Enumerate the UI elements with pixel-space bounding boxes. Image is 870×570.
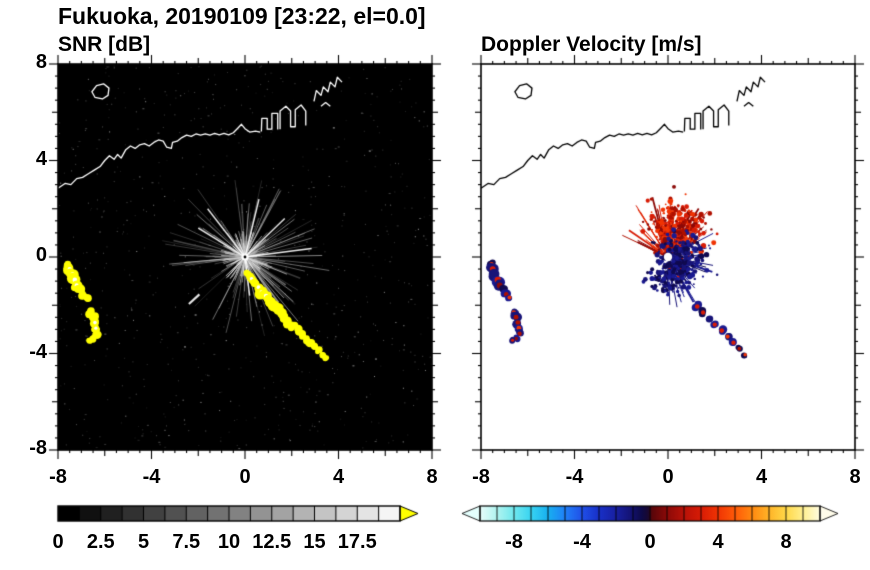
velocity-x-tick-label: -4 xyxy=(565,466,584,488)
snr-colorbar-tick-label: 17.5 xyxy=(337,531,377,553)
snr-colorbar-tick-label: 15 xyxy=(303,531,326,553)
velocity-colorbar-tick-label: -4 xyxy=(573,531,591,553)
snr-colorbar-tick-label: 0 xyxy=(52,531,64,553)
snr-y-tick-label: -8 xyxy=(29,437,47,459)
velocity-colorbar-tick-label: -8 xyxy=(505,531,523,553)
snr-y-tick-label: 8 xyxy=(35,51,47,73)
velocity-x-tick-label: -8 xyxy=(472,466,490,488)
snr-panel-title: SNR [dB] xyxy=(58,33,151,56)
snr-colorbar-tick-label: 5 xyxy=(137,531,150,553)
snr-colorbar-tick-label: 2.5 xyxy=(86,531,115,553)
snr-y-tick-label: 0 xyxy=(35,244,47,266)
velocity-colorbar-tick-label: 0 xyxy=(644,531,656,553)
snr-x-tick-label: 4 xyxy=(332,466,345,488)
velocity-colorbar-tick-label: 8 xyxy=(780,531,792,553)
velocity-colorbar-tick-label: 4 xyxy=(712,531,724,553)
snr-y-tick-label: -4 xyxy=(29,340,47,363)
snr-colorbar-tick-label: 10 xyxy=(217,531,241,553)
velocity-x-tick-label: 4 xyxy=(755,466,768,488)
snr-colorbar-tick-label: 7.5 xyxy=(172,531,201,553)
snr-y-tick-label: 4 xyxy=(35,147,47,170)
velocity-x-tick-label: 0 xyxy=(662,466,674,488)
snr-x-tick-label: -8 xyxy=(49,466,67,488)
snr-x-tick-label: 8 xyxy=(426,466,438,488)
snr-colorbar-tick-label: 12.5 xyxy=(252,531,292,553)
figure-title: Fukuoka, 20190109 [23:22, el=0.0] xyxy=(58,3,426,29)
velocity-x-tick-label: 8 xyxy=(849,466,861,488)
snr-x-tick-label: -4 xyxy=(142,466,161,488)
velocity-panel-title: Doppler Velocity [m/s] xyxy=(481,33,702,56)
snr-x-tick-label: 0 xyxy=(239,466,251,488)
